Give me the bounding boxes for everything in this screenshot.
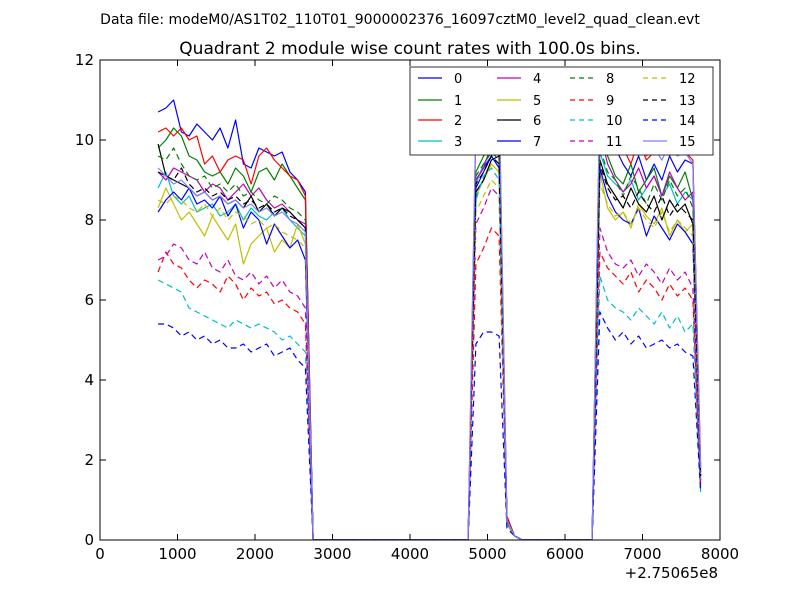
series-line-8	[157, 147, 702, 540]
series-line-9	[157, 227, 702, 540]
legend-label-8: 8	[606, 72, 614, 87]
legend-label-9: 9	[606, 94, 614, 109]
series-line-6	[157, 143, 702, 540]
legend-label-10: 10	[606, 114, 623, 129]
series-line-10	[157, 167, 702, 540]
legend-label-7: 7	[533, 135, 541, 150]
legend-label-3: 3	[454, 135, 462, 150]
series-line-3	[157, 143, 702, 540]
legend-label-0: 0	[454, 72, 462, 87]
series-line-13	[157, 155, 702, 540]
legend-box	[409, 66, 714, 156]
legend-label-2: 2	[454, 114, 462, 129]
legend-label-11: 11	[606, 135, 623, 150]
y-tick-label: 10	[75, 131, 94, 149]
x-tick-label: 4000	[391, 545, 429, 563]
x-tick-label: 7000	[623, 545, 661, 563]
legend-label-15: 15	[679, 135, 696, 150]
x-tick-label: 5000	[468, 545, 506, 563]
y-tick-label: 12	[75, 51, 94, 69]
x-offset-label: +2.75065e8	[625, 564, 718, 582]
axis-ticks: 0 1000 2000 3000 4000 5000 6000 7000 80000246810…	[75, 51, 739, 563]
x-tick-label: 0	[95, 545, 105, 563]
y-tick-label: 2	[84, 451, 94, 469]
y-tick-label: 6	[84, 291, 94, 309]
chart-suptitle: Data file: modeM0/AS1T02_110T01_90000023…	[100, 12, 700, 28]
series-line-7	[157, 155, 702, 540]
legend-label-12: 12	[679, 72, 696, 87]
legend-label-5: 5	[533, 94, 541, 109]
legend-label-6: 6	[533, 114, 541, 129]
chart-title: Quadrant 2 module wise count rates with …	[179, 39, 640, 59]
series-line-11	[157, 187, 702, 540]
legend-label-13: 13	[679, 94, 696, 109]
x-tick-label: 2000	[236, 545, 274, 563]
y-tick-label: 8	[84, 211, 94, 229]
series-line-0	[157, 99, 702, 540]
series-line-1	[157, 123, 702, 540]
legend-label-1: 1	[454, 94, 462, 109]
y-tick-label: 0	[84, 531, 94, 549]
legend-label-14: 14	[679, 114, 696, 129]
series-line-5	[157, 163, 702, 540]
x-tick-label: 6000	[546, 545, 584, 563]
x-tick-label: 3000	[313, 545, 351, 563]
series-line-14	[158, 311, 702, 540]
y-tick-label: 4	[84, 371, 94, 389]
series-line-4	[157, 131, 702, 540]
x-tick-label: 8000	[701, 545, 739, 563]
legend-label-4: 4	[533, 72, 541, 87]
x-tick-label: 1000	[158, 545, 196, 563]
plot-lines	[157, 79, 702, 540]
series-line-12	[157, 179, 702, 540]
